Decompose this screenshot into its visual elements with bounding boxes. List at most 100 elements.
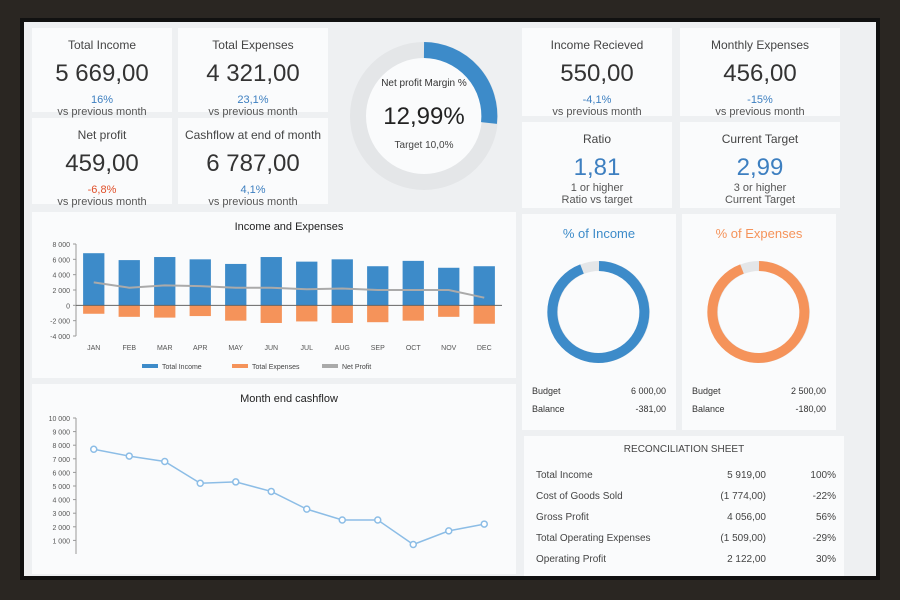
table-title: RECONCILIATION SHEET — [623, 444, 745, 455]
cashflow-point — [267, 487, 275, 496]
dashboard: Total Income 5 669,00 16% vs previous month… — [20, 18, 880, 580]
bar — [83, 253, 105, 306]
table-cell: 30% — [815, 554, 836, 565]
table-cell: 100% — [810, 470, 836, 481]
bar — [296, 261, 318, 306]
kpi-change: 23,1% — [237, 94, 269, 106]
bar — [402, 305, 424, 321]
kpi-value: 5 669,00 — [55, 60, 149, 87]
donut-arc — [707, 261, 810, 363]
bar — [118, 305, 140, 317]
y-tick-label: 9 000 — [52, 430, 70, 437]
kpi-title: Income Recieved — [550, 38, 644, 52]
legend-label: Total Income — [162, 364, 202, 371]
y-tick-label: 2 000 — [52, 525, 70, 532]
bar — [473, 266, 495, 306]
kpi-note: Current Target — [724, 194, 796, 206]
chart-title: Month end cashflow — [240, 393, 338, 405]
balance-label: Balance — [692, 404, 725, 414]
kpi-note: vs previous month — [208, 196, 298, 208]
x-tick-label: AUG — [335, 345, 350, 352]
balance-value: -381,00 — [635, 404, 666, 414]
cashflow-point — [161, 457, 169, 466]
table-cell: 4 056,00 — [727, 512, 766, 523]
x-tick-label: MAY — [228, 345, 243, 352]
y-tick-label: 4 000 — [52, 498, 70, 505]
table-cell: Total Operating Expenses — [536, 533, 651, 544]
cashflow-point — [125, 452, 133, 460]
net-profit-line — [93, 281, 485, 299]
kpi-change: 16% — [90, 94, 114, 106]
bar — [189, 259, 211, 306]
cashflow-point — [196, 479, 204, 488]
table-cell: 2 122,00 — [727, 554, 766, 565]
cashflow-point — [445, 527, 453, 535]
table-row: Gross Profit 4 056,00 56% — [536, 512, 836, 526]
gauge-arc — [423, 42, 498, 124]
kpi-card: Ratio 1,81 1 or higher Ratio vs target — [522, 122, 672, 208]
bar — [438, 305, 460, 317]
budget-value: 6 000,00 — [631, 386, 666, 396]
bar — [225, 305, 247, 321]
margin-gauge: Net profit Margin % 12,99% Target 10,0% — [350, 42, 498, 190]
kpi-note: vs previous month — [715, 106, 805, 118]
donut-card — [682, 214, 836, 430]
cashflow-point — [480, 520, 488, 528]
kpi-value: 6 787,00 — [206, 150, 300, 177]
bar — [367, 266, 389, 306]
table-cell: 56% — [815, 512, 836, 523]
kpi-value: 550,00 — [560, 60, 634, 87]
bar — [438, 267, 460, 306]
table-cell: Total Income — [536, 470, 593, 481]
donut-title: % of Expenses — [716, 226, 803, 241]
y-tick-label: 3 000 — [52, 511, 70, 518]
kpi-title: Total Income — [67, 38, 137, 52]
bar — [225, 263, 247, 306]
table-row: Operating Profit 2 122,00 30% — [536, 554, 836, 568]
x-tick-label: JUN — [264, 345, 278, 352]
income-expenses-chart: Income and Expenses -4 000 -2 000 0 2 000 4 0… — [32, 212, 516, 378]
bar — [296, 305, 318, 322]
kpi-value: 456,00 — [723, 60, 797, 87]
legend-swatch — [232, 364, 248, 368]
table-row: Cost of Goods Sold (1 774,00) -22% — [536, 491, 836, 505]
bar — [118, 260, 140, 306]
x-tick-label: JUL — [301, 345, 314, 352]
y-tick-label: -2 000 — [50, 319, 70, 326]
bar — [260, 305, 282, 323]
cashflow-point — [303, 505, 311, 513]
kpi-value: 2,99 — [736, 154, 784, 181]
bar — [331, 259, 353, 306]
y-tick-label: 4 000 — [52, 273, 70, 280]
x-tick-label: APR — [193, 345, 207, 352]
kpi-title: Ratio — [582, 132, 611, 146]
gauge-target: Target 10,0% — [395, 140, 454, 151]
bar — [473, 305, 495, 324]
gauge-value: 12,99% — [383, 103, 464, 130]
kpi-card: Net profit 459,00 -6,8% vs previous month — [32, 118, 172, 208]
budget-label: Budget — [692, 386, 721, 396]
y-tick-label: 1 000 — [52, 538, 70, 545]
cashflow-point — [232, 478, 240, 486]
kpi-change: -15% — [747, 94, 773, 106]
balance-label: Balance — [532, 404, 565, 414]
donut-title: % of Income — [563, 226, 635, 241]
y-tick-label: 0 — [66, 303, 70, 310]
bar — [367, 305, 389, 323]
x-tick-label: JAN — [87, 345, 100, 352]
x-tick-label: DEC — [477, 345, 492, 352]
kpi-card: Income Recieved 550,00 -4,1% vs previous mo… — [522, 28, 672, 118]
kpi-value: 459,00 — [65, 150, 139, 177]
legend-label: Net Profit — [342, 364, 371, 371]
x-tick-label: OCT — [406, 345, 422, 352]
table-cell: Operating Profit — [536, 554, 607, 565]
cashflow-chart: Month end cashflow 1 000 2 000 3 000 4 000 5 … — [32, 384, 516, 574]
budget-label: Budget — [532, 386, 561, 396]
donut-panel: % of Income Budget 6 000,00 Balance -381,00%… — [522, 214, 836, 430]
bar — [331, 305, 353, 323]
gauge-title: Net profit Margin % — [381, 78, 467, 89]
table-cell: (1 509,00) — [720, 533, 766, 544]
budget-value: 2 500,00 — [791, 386, 826, 396]
kpi-card: Cashflow at end of month 6 787,00 4,1% vs p… — [178, 118, 328, 208]
legend-swatch — [142, 364, 158, 368]
